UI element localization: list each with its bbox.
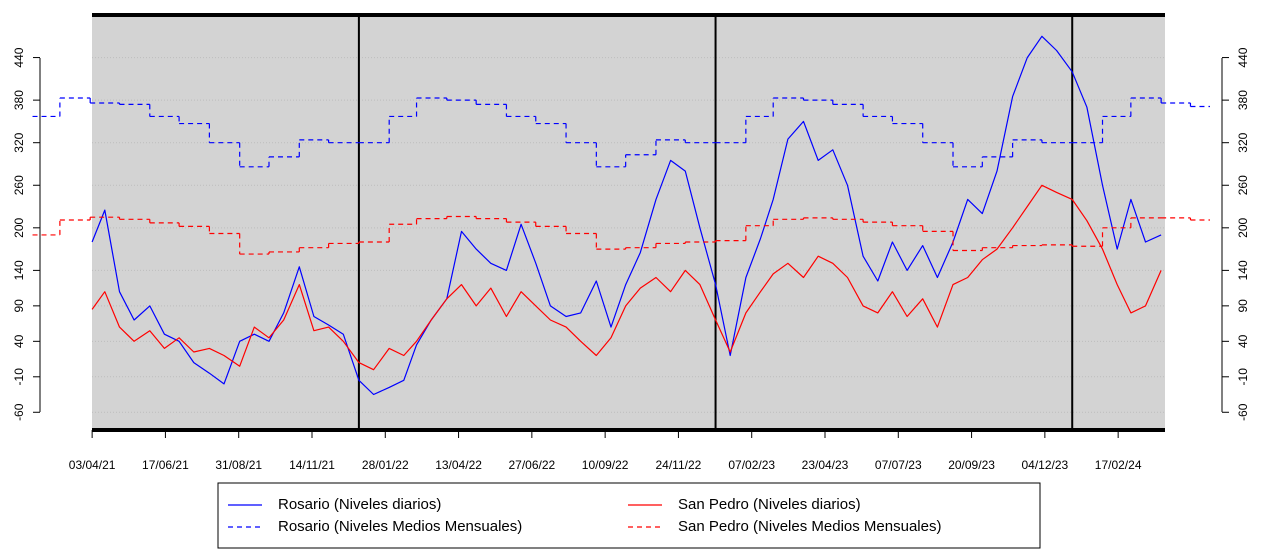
legend-label: San Pedro (Niveles diarios) [678,496,861,513]
y-tick-label: -10 [12,368,26,386]
series-line [91,35,1162,396]
x-tick-label: 20/09/23 [948,458,995,472]
y-tick-label: -60 [1236,403,1250,421]
grid: -60 -60 -10 -10 40 40 90 90 140 140 200 200 260 260 32… [12,47,1250,472]
y-tick-label: 380 [1236,90,1250,110]
x-tick-label: 07/07/23 [875,458,922,472]
legend [217,482,1041,549]
y-tick-label: 260 [12,175,26,195]
legend-entries: Rosario (Niveles diarios) Rosario (Nivele… [228,496,941,535]
legend-label: Rosario (Niveles Medios Mensuales) [278,518,522,535]
y-tick-label: 40 [12,334,26,348]
y-tick-label: 90 [1236,299,1250,313]
x-tick-label: 31/08/21 [215,458,262,472]
x-tick-label: 13/04/22 [435,458,482,472]
y-tick-label: 260 [1236,175,1250,195]
series-lines [32,15,1210,430]
y-tick-label: 320 [1236,132,1250,152]
series-line [91,184,1162,371]
y-tick-label: 140 [1236,260,1250,280]
y-tick-label: 200 [12,217,26,237]
y-tick-label: -60 [12,403,26,421]
x-tick-label: 17/06/21 [142,458,189,472]
y-tick-label: 440 [1236,47,1250,67]
x-tick-label: 23/04/23 [802,458,849,472]
x-tick-label: 28/01/22 [362,458,409,472]
y-tick-label: 90 [12,299,26,313]
y-tick-label: 140 [12,260,26,280]
x-tick-label: 03/04/21 [69,458,116,472]
x-tick-label: 24/11/22 [656,458,702,472]
x-tick-label: 04/12/23 [1022,458,1069,472]
y-tick-label: 320 [12,132,26,152]
x-tick-label: 27/06/22 [508,458,555,472]
x-tick-label: 10/09/22 [582,458,629,472]
x-tick-label: 07/02/23 [728,458,775,472]
y-tick-label: 440 [12,47,26,67]
y-tick-label: 380 [12,90,26,110]
y-tick-label: 200 [1236,217,1250,237]
y-tick-label: 40 [1236,334,1250,348]
y-tick-label: -10 [1236,368,1250,386]
plot-background [92,15,1165,430]
x-tick-label: 17/02/24 [1095,458,1142,472]
legend-label: Rosario (Niveles diarios) [278,496,441,513]
legend-label: San Pedro (Niveles Medios Mensuales) [678,518,941,535]
x-tick-label: 14/11/21 [289,458,335,472]
